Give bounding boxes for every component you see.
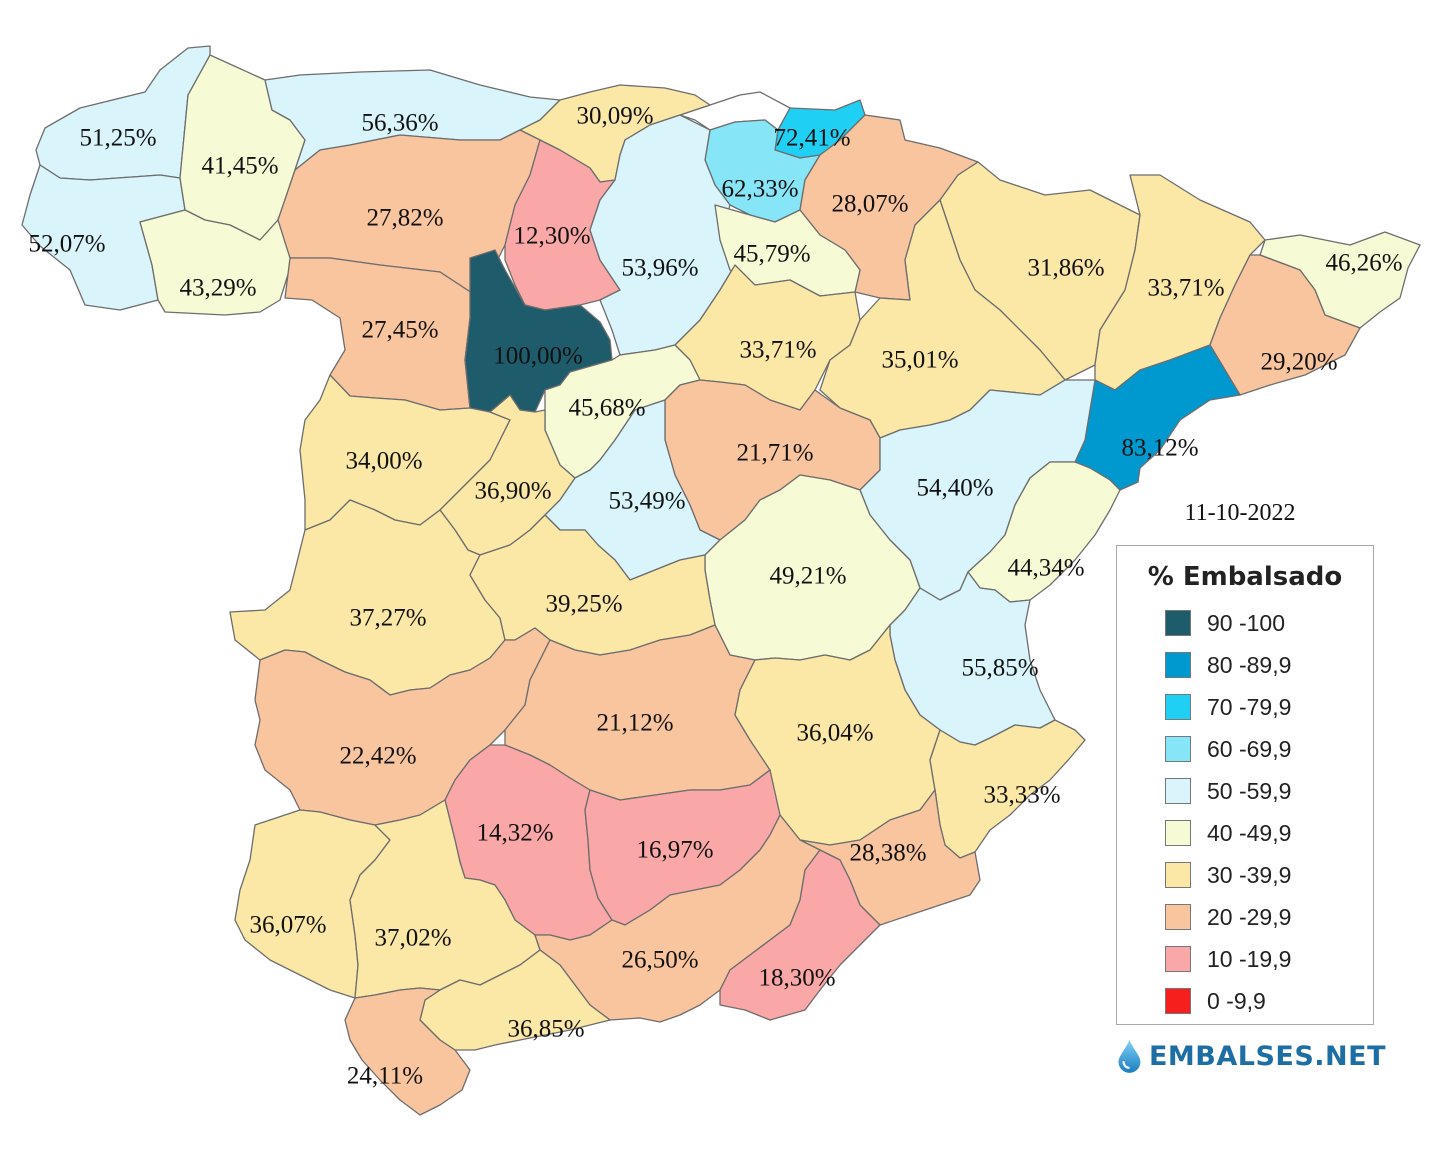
regions-layer	[21, 45, 1421, 1116]
region-label-murcia: 28,38%	[849, 840, 926, 867]
region-label-palencia: 12,30%	[513, 223, 590, 250]
region-label-guadalajara: 21,71%	[736, 440, 813, 467]
map-date: 11-10-2022	[1184, 500, 1296, 526]
region-label-asturias: 56,36%	[361, 110, 438, 137]
legend-label: 70 -79,9	[1207, 693, 1292, 720]
region-label-teruel: 54,40%	[916, 475, 993, 502]
legend-label: 60 -69,9	[1207, 735, 1292, 762]
region-label-tarragona: 83,12%	[1121, 435, 1198, 462]
region-label-cuenca: 49,21%	[769, 563, 846, 590]
region-barcelona[interactable]	[1209, 254, 1361, 396]
legend-item: 60 -69,9	[1165, 728, 1373, 770]
region-label-girona: 46,26%	[1325, 250, 1402, 277]
region-label-caceres: 37,27%	[349, 605, 426, 632]
region-label-navarra: 28,07%	[831, 191, 908, 218]
region-label-madrid: 53,49%	[608, 488, 685, 515]
legend: % Embalsado 90 -100 80 -89,9 70 -79,9 60…	[1116, 545, 1374, 1025]
legend-item: 20 -29,9	[1165, 896, 1373, 938]
region-label-leon: 27,82%	[366, 205, 443, 232]
region-label-zamora: 27,45%	[361, 317, 438, 344]
legend-swatch	[1165, 694, 1191, 720]
legend-label: 20 -29,9	[1207, 903, 1292, 930]
region-label-jaen: 16,97%	[636, 837, 713, 864]
legend-label: 0 -9,9	[1207, 987, 1266, 1014]
legend-item: 70 -79,9	[1165, 686, 1373, 728]
region-label-alicante: 33,33%	[983, 782, 1060, 809]
region-label-galicia-se: 43,29%	[179, 275, 256, 302]
region-label-la-rioja: 45,79%	[733, 241, 810, 268]
region-label-albacete: 36,04%	[796, 720, 873, 747]
region-label-lleida: 33,71%	[1147, 275, 1224, 302]
legend-swatch	[1165, 778, 1191, 804]
region-label-barcelona: 29,20%	[1260, 349, 1337, 376]
region-label-huelva: 36,07%	[249, 912, 326, 939]
region-label-valladolid: 100,00%	[493, 343, 583, 370]
legend-item: 0 -9,9	[1165, 980, 1373, 1022]
legend-swatch	[1165, 820, 1191, 846]
legend-label: 80 -89,9	[1207, 651, 1292, 678]
region-label-galicia-nw: 51,25%	[79, 125, 156, 152]
legend-label: 50 -59,9	[1207, 777, 1292, 804]
legend-swatch	[1165, 862, 1191, 888]
labels-layer: 51,25% 52,07% 41,45% 43,29% 56,36% 30,09% 72,4…	[28, 103, 1402, 1090]
region-label-galicia-sw: 52,07%	[28, 231, 105, 258]
legend-label: 30 -39,9	[1207, 861, 1292, 888]
brand-name: EMBALSES.NET	[1148, 1040, 1386, 1072]
region-label-burgos: 53,96%	[621, 255, 698, 282]
legend-item: 40 -49,9	[1165, 812, 1373, 854]
legend-swatch	[1165, 988, 1191, 1014]
legend-item: 50 -59,9	[1165, 770, 1373, 812]
legend-item: 90 -100	[1165, 602, 1373, 644]
region-label-almeria: 18,30%	[758, 965, 835, 992]
legend-swatch	[1165, 610, 1191, 636]
region-label-cordoba: 14,32%	[476, 820, 553, 847]
region-label-granada: 26,50%	[621, 947, 698, 974]
region-label-sevilla: 37,02%	[374, 925, 451, 952]
region-label-zaragoza: 35,01%	[881, 347, 958, 374]
region-label-huesca-zaragoza-n: 31,86%	[1027, 255, 1104, 282]
brand-logo: EMBALSES.NET	[1116, 1034, 1386, 1078]
legend-label: 90 -100	[1207, 609, 1286, 636]
region-label-salamanca: 34,00%	[345, 448, 422, 475]
region-label-avila: 36,90%	[474, 478, 551, 505]
legend-list: 90 -100 80 -89,9 70 -79,9 60 -69,9 50 -5…	[1117, 602, 1373, 1022]
legend-swatch	[1165, 946, 1191, 972]
region-label-soria: 33,71%	[739, 337, 816, 364]
legend-swatch	[1165, 904, 1191, 930]
water-drop-icon	[1118, 1039, 1141, 1073]
region-label-cantabria: 30,09%	[576, 103, 653, 130]
region-label-ciudad-real: 21,12%	[596, 710, 673, 737]
region-label-castellon: 44,34%	[1007, 555, 1084, 582]
legend-swatch	[1165, 652, 1191, 678]
legend-label: 10 -19,9	[1207, 945, 1292, 972]
region-label-toledo: 39,25%	[545, 591, 622, 618]
legend-item: 80 -89,9	[1165, 644, 1373, 686]
region-label-cadiz: 24,11%	[347, 1063, 423, 1090]
region-label-valencia: 55,85%	[961, 655, 1038, 682]
legend-swatch	[1165, 736, 1191, 762]
region-cadiz[interactable]	[344, 987, 471, 1116]
region-label-segovia: 45,68%	[568, 395, 645, 422]
legend-label: 40 -49,9	[1207, 819, 1292, 846]
region-label-pais-vasco-coast: 72,41%	[773, 125, 850, 152]
region-almeria[interactable]	[719, 849, 881, 1021]
legend-item: 30 -39,9	[1165, 854, 1373, 896]
region-label-galicia-ne: 41,45%	[201, 153, 278, 180]
region-label-pais-vasco-inland: 62,33%	[721, 176, 798, 203]
region-label-malaga: 36,85%	[507, 1016, 584, 1043]
region-label-badajoz: 22,42%	[339, 743, 416, 770]
legend-title: % Embalsado	[1147, 562, 1343, 592]
legend-item: 10 -19,9	[1165, 938, 1373, 980]
